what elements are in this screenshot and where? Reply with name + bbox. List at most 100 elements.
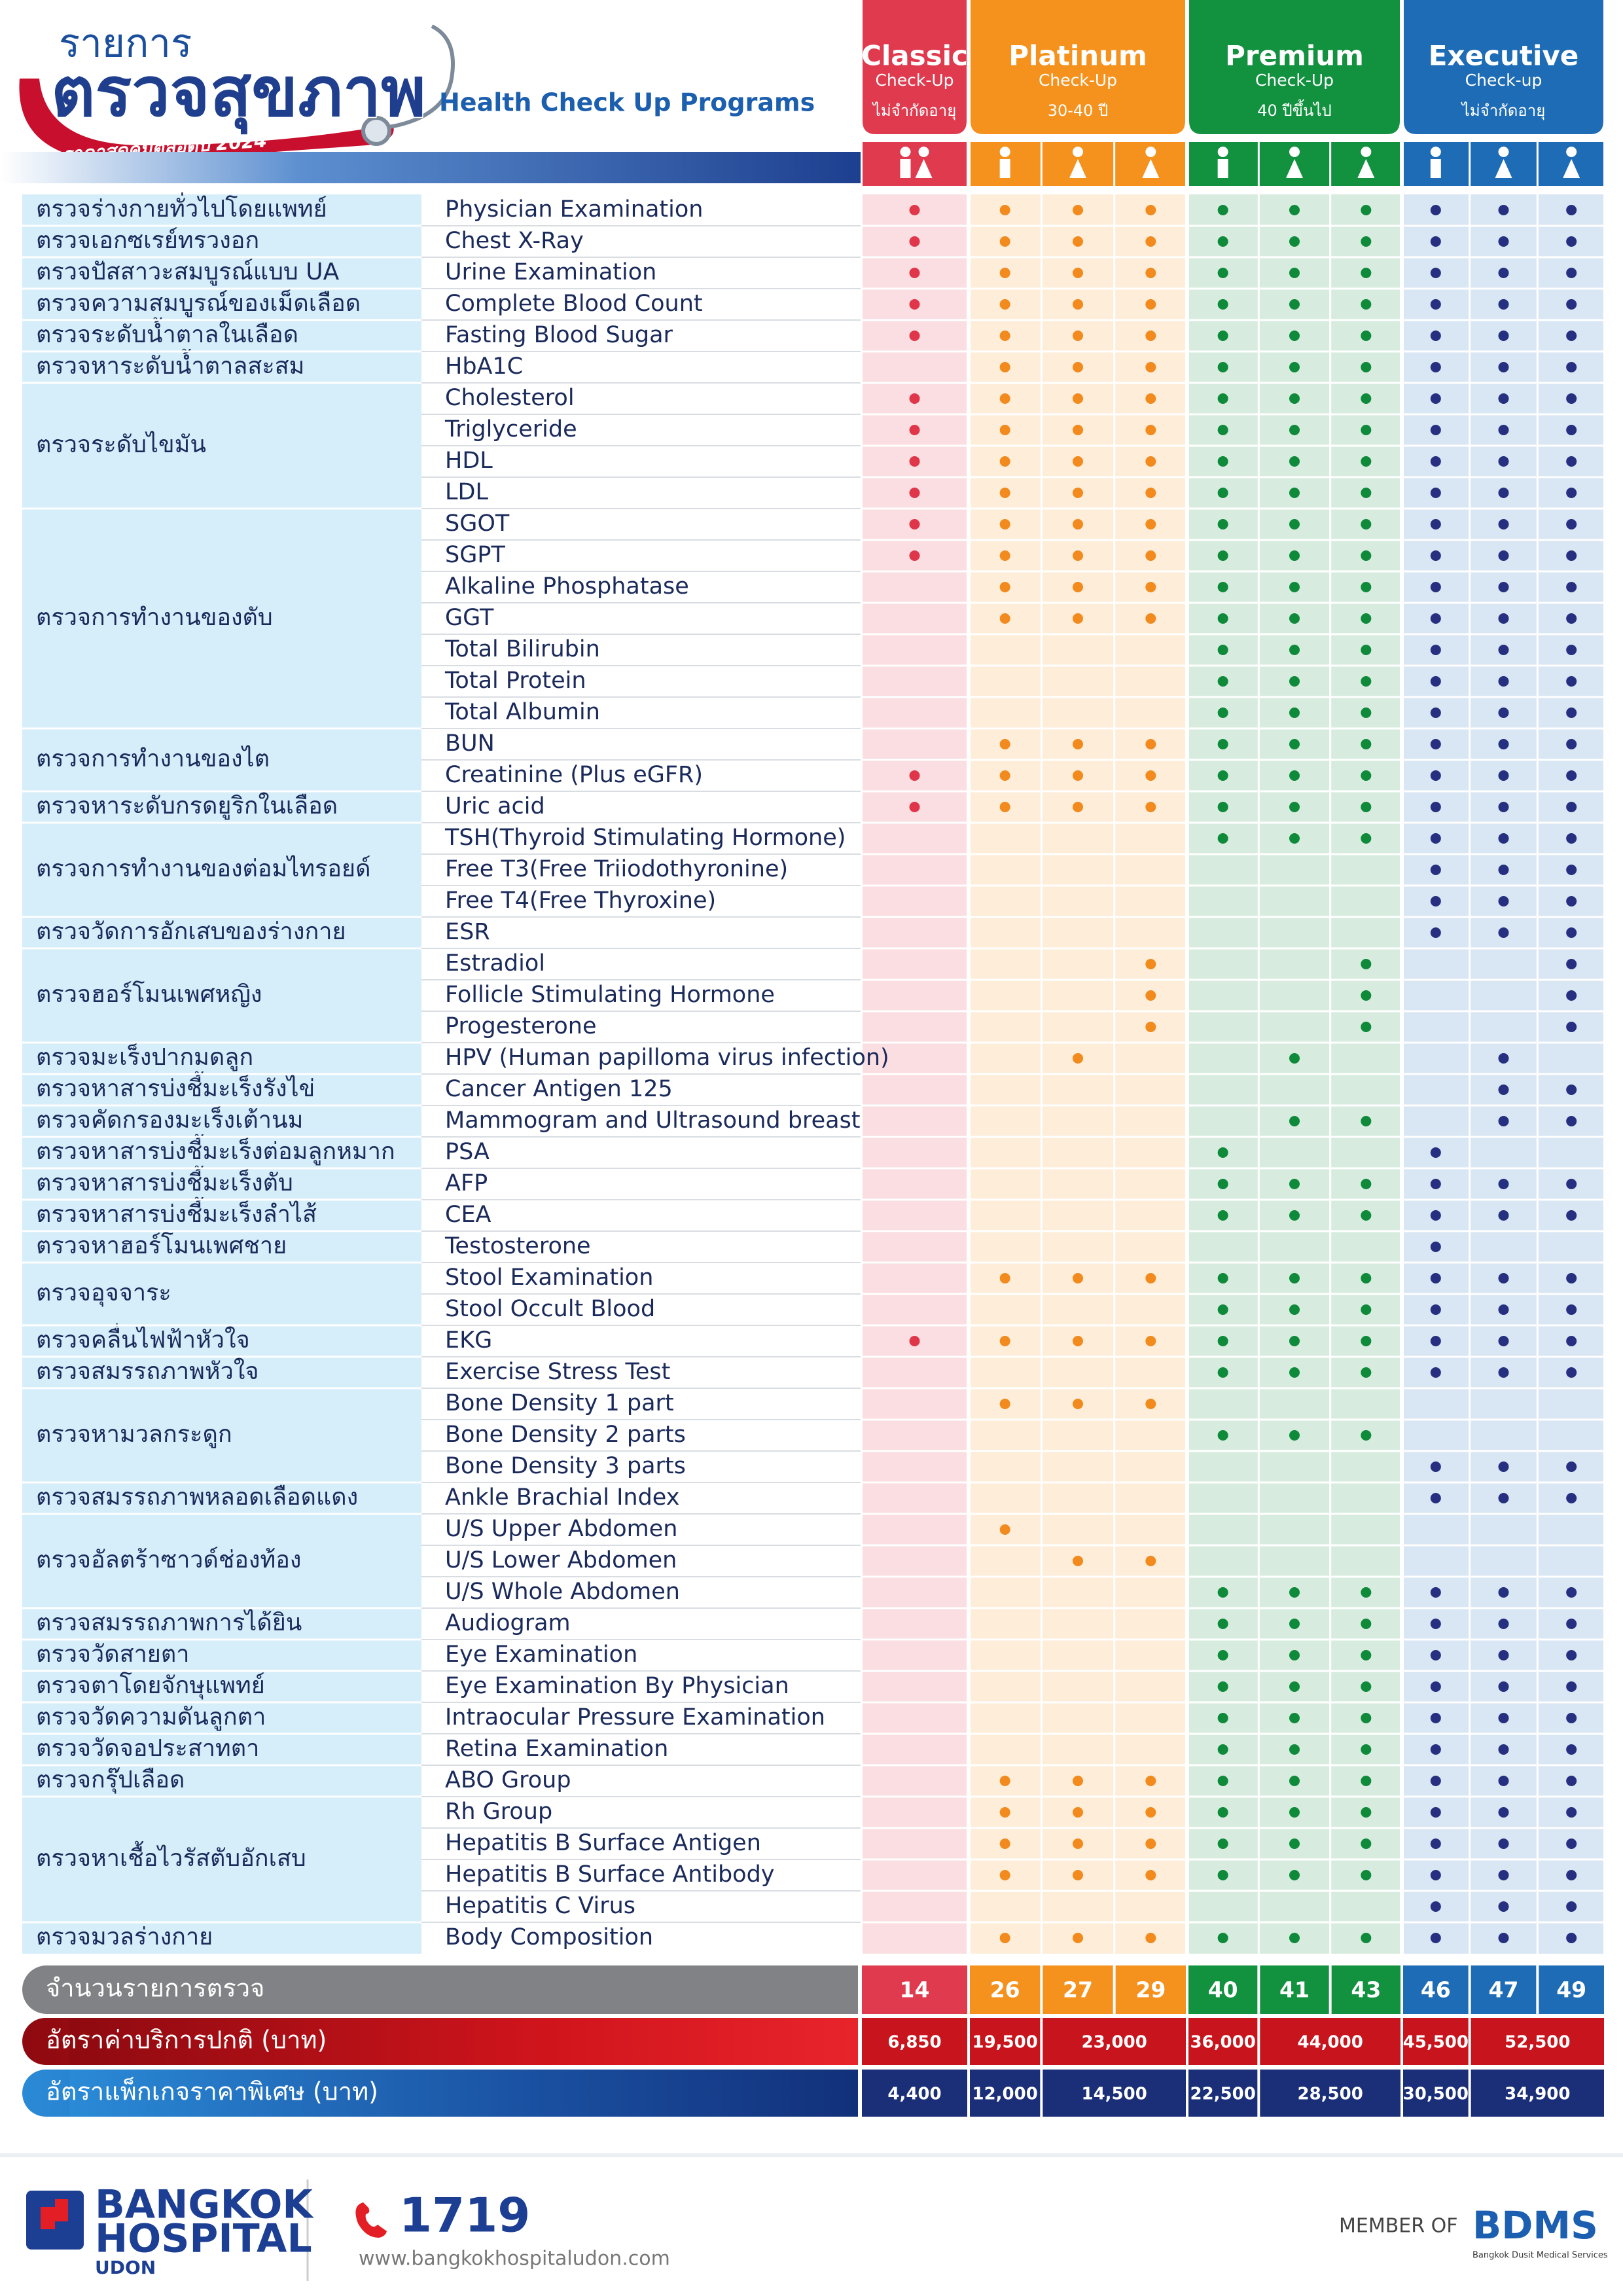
check-dot: [1566, 393, 1577, 404]
item-name: Physician Examination: [445, 196, 703, 223]
check-dot: [999, 425, 1010, 435]
check-dot: [909, 331, 920, 341]
check-dot: [1566, 1273, 1577, 1283]
check-dot: [1498, 1870, 1509, 1880]
check-dot: [1361, 990, 1372, 1001]
summary-label: อัตราค่าบริการปกติ (บาท): [46, 2026, 327, 2054]
check-dot: [1566, 1744, 1577, 1755]
check-dot: [1430, 1933, 1441, 1943]
summary-band: [69, 2018, 858, 2065]
plan-name: Classic: [861, 40, 968, 72]
check-dot: [1430, 1273, 1441, 1283]
check-dot: [1217, 1336, 1228, 1346]
check-dot: [1361, 1116, 1372, 1126]
group-label: ตรวจหาฮอร์โมนเพศชาย: [36, 1232, 287, 1259]
plan-name: Platinum: [1008, 40, 1147, 72]
check-dot: [1430, 550, 1441, 561]
check-dot: [1566, 299, 1577, 310]
summary-value: 27: [1063, 1977, 1093, 2003]
check-dot: [1498, 236, 1509, 247]
check-dot: [1361, 1681, 1372, 1692]
check-dot: [1073, 1399, 1083, 1409]
check-dot: [1073, 1776, 1083, 1786]
group-label: ตรวจหาสารบ่งชี้มะเร็งลำไส้: [36, 1196, 317, 1228]
item-name: Total Protein: [444, 668, 586, 694]
check-dot: [1566, 1116, 1577, 1126]
check-dot: [1566, 488, 1577, 498]
check-dot: [1073, 362, 1083, 372]
check-dot: [1289, 833, 1300, 844]
group-label: ตรวจหาสารบ่งชี้มะเร็งต่อมลูกหมาก: [36, 1134, 395, 1166]
check-dot: [1361, 1839, 1372, 1849]
check-dot: [1566, 1619, 1577, 1629]
check-dot: [1566, 896, 1577, 906]
check-dot: [1361, 1367, 1372, 1378]
check-dot: [909, 770, 920, 781]
check-dot: [1430, 739, 1441, 749]
plan-name: Executive: [1429, 40, 1578, 72]
summary-value: 29: [1135, 1977, 1166, 2003]
check-dot: [1498, 1619, 1509, 1629]
person-icon: [1430, 147, 1441, 157]
check-dot: [1498, 550, 1509, 561]
check-dot: [1361, 1430, 1372, 1441]
title-main: ตรวจสุขภาพ: [51, 52, 426, 134]
check-dot: [999, 519, 1010, 529]
check-dot: [1145, 550, 1156, 561]
check-dot: [1217, 1744, 1228, 1755]
item-name: Creatinine (Plus eGFR): [445, 762, 703, 788]
check-dot: [909, 456, 920, 467]
check-dot: [1217, 1587, 1228, 1598]
item-name: U/S Whole Abdomen: [445, 1579, 680, 1605]
check-dot: [1217, 833, 1228, 844]
summary-value: 34,900: [1505, 2085, 1570, 2104]
check-dot: [1217, 1650, 1228, 1660]
check-dot: [1498, 645, 1509, 655]
person-icon: [1142, 159, 1160, 178]
summary-cell: [862, 1965, 967, 2014]
check-dot: [1145, 770, 1156, 781]
summary-cell: [1471, 2070, 1604, 2117]
check-dot: [1217, 456, 1228, 467]
check-dot: [1289, 739, 1300, 749]
check-dot: [1289, 1839, 1300, 1849]
summary-cell: [1115, 1965, 1186, 2014]
check-dot: [1289, 331, 1300, 341]
check-dot: [1361, 456, 1372, 467]
check-dot: [1498, 770, 1509, 781]
person-icon: [1069, 159, 1086, 178]
check-dot: [1217, 488, 1228, 498]
summary-cell: [1188, 1965, 1258, 2014]
header-bar: [0, 152, 861, 183]
check-dot: [1566, 1462, 1577, 1472]
check-dot: [1430, 1744, 1441, 1755]
check-dot: [1566, 613, 1577, 624]
check-dot: [1217, 1304, 1228, 1315]
group-label: ตรวจอัลตร้าซาวด์ช่องท้อง: [36, 1547, 301, 1573]
check-dot: [1217, 1147, 1228, 1158]
check-dot: [909, 205, 920, 215]
summary-value: 19,500: [972, 2033, 1037, 2053]
item-name: Total Albumin: [444, 699, 600, 725]
check-dot: [1566, 519, 1577, 529]
check-dot: [1566, 708, 1577, 718]
check-dot: [1566, 236, 1577, 247]
check-dot: [1361, 1807, 1372, 1818]
check-dot: [1217, 1367, 1228, 1378]
check-dot: [1217, 1619, 1228, 1629]
check-dot: [1073, 1336, 1083, 1346]
item-name: U/S Lower Abdomen: [445, 1547, 677, 1573]
check-dot: [909, 488, 920, 498]
check-dot: [1073, 1807, 1083, 1818]
summary-cell: [1188, 2070, 1258, 2117]
group-label: ตรวจหามวลกระดูก: [36, 1421, 232, 1448]
check-dot: [1498, 708, 1509, 718]
check-dot: [1498, 1179, 1509, 1189]
check-dot: [1073, 802, 1083, 812]
item-name: PSA: [445, 1139, 490, 1165]
summary-value: 23,000: [1081, 2033, 1147, 2053]
check-dot: [1498, 865, 1509, 875]
item-name: Bone Density 2 parts: [445, 1422, 686, 1448]
check-dot: [1073, 770, 1083, 781]
check-dot: [1289, 1776, 1300, 1786]
